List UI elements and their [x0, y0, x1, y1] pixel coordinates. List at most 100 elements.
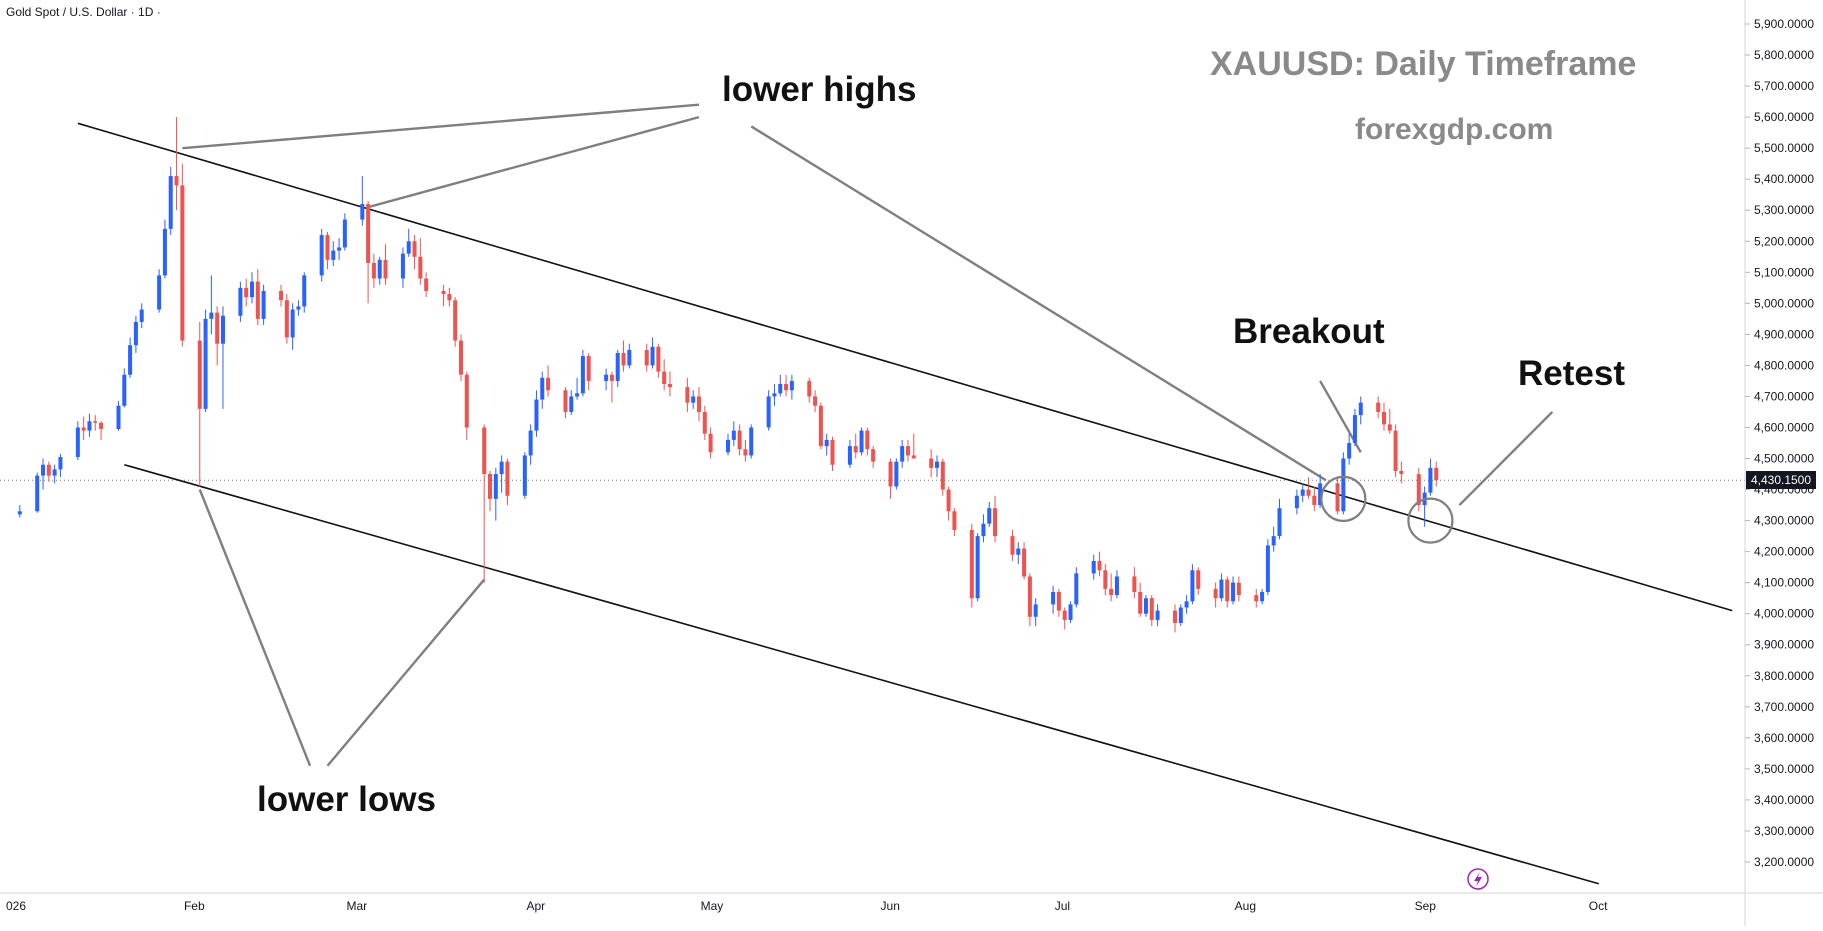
candle [1434, 461, 1439, 487]
candle-body [1347, 443, 1352, 459]
candle-body [203, 318, 208, 409]
candle-body [563, 390, 568, 412]
flash-icon[interactable] [1467, 868, 1489, 890]
candle [1190, 564, 1195, 605]
price-tick-label: 5,100.0000 [1754, 265, 1814, 279]
candle-body [766, 396, 771, 428]
candle-body [1271, 536, 1276, 546]
price-tick-label: 3,500.0000 [1754, 762, 1814, 776]
candle-body [807, 380, 812, 397]
candle [1393, 424, 1398, 478]
candle [969, 523, 974, 608]
candle-body [116, 405, 121, 430]
candle [929, 449, 934, 478]
candle [1341, 452, 1346, 515]
candle-body [737, 430, 742, 450]
candle-body [162, 228, 167, 276]
candle [93, 415, 98, 431]
candle-body [731, 430, 736, 440]
candle [41, 458, 46, 490]
candle-body [406, 241, 411, 254]
candle-body [1416, 474, 1421, 506]
candle-body [981, 523, 986, 537]
price-tick-label: 5,500.0000 [1754, 141, 1814, 155]
candle [162, 219, 167, 279]
candle-body [255, 281, 260, 319]
candle [569, 390, 574, 416]
candle [453, 297, 458, 347]
candle [905, 439, 910, 462]
candle-body [702, 411, 707, 434]
candle [377, 256, 382, 285]
candle [1318, 474, 1323, 509]
candle [1428, 458, 1433, 496]
candle-body [331, 250, 336, 260]
candle [726, 433, 731, 456]
candle-body [400, 253, 405, 279]
candle-body [180, 185, 185, 341]
price-tick-label: 5,000.0000 [1754, 296, 1814, 310]
price-tick-label: 5,300.0000 [1754, 203, 1814, 217]
candle [52, 464, 57, 484]
candle-body [615, 352, 620, 381]
price-tick-label: 4,000.0000 [1754, 607, 1814, 621]
candle [133, 315, 138, 353]
price-tick-label: 5,900.0000 [1754, 17, 1814, 31]
candle-body [133, 321, 138, 346]
candle [209, 275, 214, 335]
candle [128, 337, 133, 378]
candle-body [319, 235, 324, 276]
candle-body [784, 384, 789, 391]
candle-body [383, 259, 388, 279]
candle [813, 390, 818, 412]
candle [1173, 604, 1177, 633]
time-tick-label: 026 [6, 899, 26, 913]
candle-body [453, 300, 458, 341]
candle-body [174, 176, 179, 186]
candle [1149, 595, 1154, 627]
candle-body [1376, 402, 1381, 412]
candle-body [708, 433, 713, 453]
watermark-title: XAUUSD: Daily Timeframe [1210, 45, 1637, 83]
time-tick-label: Apr [526, 899, 545, 913]
candle-body [975, 536, 980, 599]
candle-body [58, 456, 63, 470]
candle [934, 455, 939, 478]
price-tick-label: 3,700.0000 [1754, 700, 1814, 714]
candle-body [696, 396, 701, 412]
candle-body [1196, 570, 1201, 589]
price-tick-label: 4,800.0000 [1754, 358, 1814, 372]
candle-body [911, 455, 916, 459]
candle [1312, 486, 1317, 512]
candle [493, 467, 498, 521]
candle-body [569, 396, 574, 412]
price-tick-label: 4,300.0000 [1754, 514, 1814, 528]
candle-body [128, 345, 133, 375]
candle [1051, 585, 1056, 614]
candle [139, 303, 144, 329]
candle-body [1010, 536, 1015, 555]
candle [1416, 467, 1421, 512]
candle [406, 228, 411, 257]
candle [1219, 573, 1224, 602]
candle [1010, 529, 1015, 561]
price-tick-label: 3,400.0000 [1754, 793, 1814, 807]
candle [563, 387, 568, 419]
candle-body [865, 430, 870, 450]
candle [174, 117, 179, 211]
candle [789, 374, 794, 400]
candle-body [424, 278, 429, 291]
candle-body [609, 374, 614, 381]
candle-body [87, 421, 92, 431]
candle [35, 472, 40, 513]
price-tick-label: 4,200.0000 [1754, 545, 1814, 559]
annotation-retest: Retest [1518, 354, 1625, 393]
candle [482, 424, 487, 583]
lower-highs-pointer-3 [750, 125, 1327, 482]
candle-body [1277, 508, 1282, 537]
candle-body [1393, 430, 1398, 471]
candle-body [627, 349, 632, 366]
candle-body [220, 315, 225, 344]
